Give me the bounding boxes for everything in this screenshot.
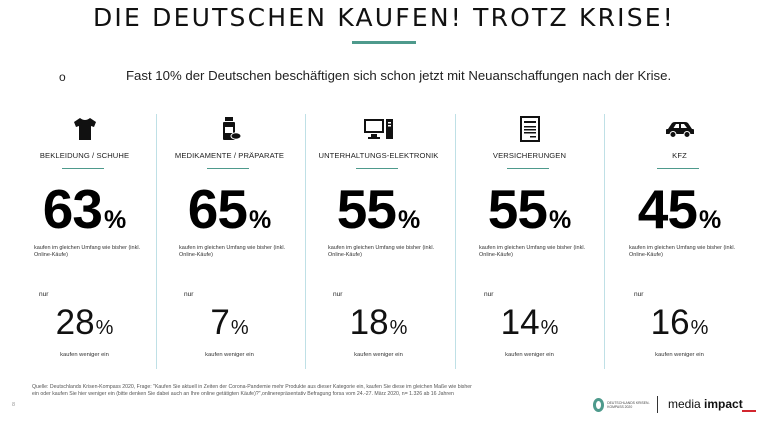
category-column-insurance: VERSICHERUNGEN 55% kaufen im gleichen Um… <box>457 110 602 372</box>
less-value: 14 <box>500 303 540 342</box>
only-label: nur <box>39 291 49 298</box>
less-percentage: 14% <box>457 303 602 343</box>
less-percentage: 28% <box>12 303 157 343</box>
percent-sign: % <box>103 206 127 234</box>
category-label: VERSICHERUNGEN <box>492 151 567 160</box>
category-underline <box>62 168 104 169</box>
logo-separator <box>657 396 658 413</box>
media-impact-logo-light: media <box>668 397 705 411</box>
category-underline <box>657 168 699 169</box>
same-description: kaufen im gleichen Umfang wie bisher (in… <box>479 245 586 258</box>
category-label: UNTERHALTUNGS-ELEKTRONIK <box>318 151 439 160</box>
same-percentage: 45% <box>607 177 752 241</box>
same-value: 55 <box>336 178 397 240</box>
same-value: 63 <box>42 178 103 240</box>
car-icon <box>607 116 752 142</box>
less-description: kaufen weniger ein <box>655 352 704 358</box>
same-percentage: 65% <box>157 177 302 241</box>
category-label: KFZ <box>672 151 687 160</box>
same-value: 45 <box>637 178 698 240</box>
less-value: 18 <box>349 303 389 342</box>
krisen-kompass-logo: DEUTSCHLANDS KRISEN-KOMPASS 2020 <box>593 395 651 415</box>
only-label: nur <box>333 291 343 298</box>
media-impact-logo-bold: impact <box>704 397 743 411</box>
less-value: 7 <box>210 303 230 342</box>
media-impact-logo-accent <box>742 410 756 412</box>
only-label: nur <box>484 291 494 298</box>
category-column-medicine: MEDIKAMENTE / PRÄPARATE 65% kaufen im gl… <box>157 110 302 372</box>
krisen-kompass-logo-text: DEUTSCHLANDS KRISEN-KOMPASS 2020 <box>607 401 650 409</box>
category-column-car: KFZ 45% kaufen im gleichen Umfang wie bi… <box>607 110 752 372</box>
percent-sign: % <box>690 317 709 339</box>
category-underline <box>507 168 549 169</box>
percent-sign: % <box>95 317 114 339</box>
title-underline <box>352 41 416 44</box>
column-divider <box>455 114 456 369</box>
less-percentage: 18% <box>306 303 451 343</box>
less-percentage: 7% <box>157 303 302 343</box>
tshirt-icon <box>12 116 157 142</box>
less-description: kaufen weniger ein <box>205 352 254 358</box>
same-value: 65 <box>187 178 248 240</box>
page-number: 8 <box>12 402 16 408</box>
only-label: nur <box>184 291 194 298</box>
column-divider <box>604 114 605 369</box>
percent-sign: % <box>397 206 421 234</box>
column-divider <box>305 114 306 369</box>
category-underline <box>207 168 249 169</box>
percent-sign: % <box>540 317 559 339</box>
same-percentage: 63% <box>12 177 157 241</box>
only-label: nur <box>634 291 644 298</box>
medicine-icon <box>157 116 302 142</box>
less-value: 28 <box>55 303 95 342</box>
column-divider <box>156 114 157 369</box>
slide-subtitle: Fast 10% der Deutschen beschäftigen sich… <box>126 68 672 83</box>
same-description: kaufen im gleichen Umfang wie bisher (in… <box>328 245 435 258</box>
less-description: kaufen weniger ein <box>60 352 109 358</box>
slide-title: DIE DEUTSCHEN KAUFEN! TROTZ KRISE! <box>92 3 676 32</box>
same-description: kaufen im gleichen Umfang wie bisher (in… <box>34 245 141 258</box>
same-percentage: 55% <box>457 177 602 241</box>
krisen-kompass-logo-icon <box>593 398 605 412</box>
same-value: 55 <box>487 178 548 240</box>
computer-icon <box>306 116 451 142</box>
media-impact-logo: media impact <box>668 397 743 411</box>
same-percentage: 55% <box>306 177 451 241</box>
percent-sign: % <box>248 206 272 234</box>
less-description: kaufen weniger ein <box>505 352 554 358</box>
less-value: 16 <box>650 303 690 342</box>
category-label: MEDIKAMENTE / PRÄPARATE <box>174 151 285 160</box>
percent-sign: % <box>698 206 722 234</box>
percent-sign: % <box>548 206 572 234</box>
bullet-marker: o <box>59 70 66 84</box>
source-note: Quelle: Deutschlands Krisen-Kompass 2020… <box>32 384 472 397</box>
same-description: kaufen im gleichen Umfang wie bisher (in… <box>179 245 286 258</box>
less-percentage: 16% <box>607 303 752 343</box>
category-column-clothing: BEKLEIDUNG / SCHUHE 63% kaufen im gleich… <box>12 110 157 372</box>
document-icon <box>457 116 602 142</box>
less-description: kaufen weniger ein <box>354 352 403 358</box>
percent-sign: % <box>389 317 408 339</box>
same-description: kaufen im gleichen Umfang wie bisher (in… <box>629 245 736 258</box>
percent-sign: % <box>230 317 249 339</box>
category-label: BEKLEIDUNG / SCHUHE <box>39 151 130 160</box>
category-underline <box>356 168 398 169</box>
category-column-electronics: UNTERHALTUNGS-ELEKTRONIK 55% kaufen im g… <box>306 110 451 372</box>
